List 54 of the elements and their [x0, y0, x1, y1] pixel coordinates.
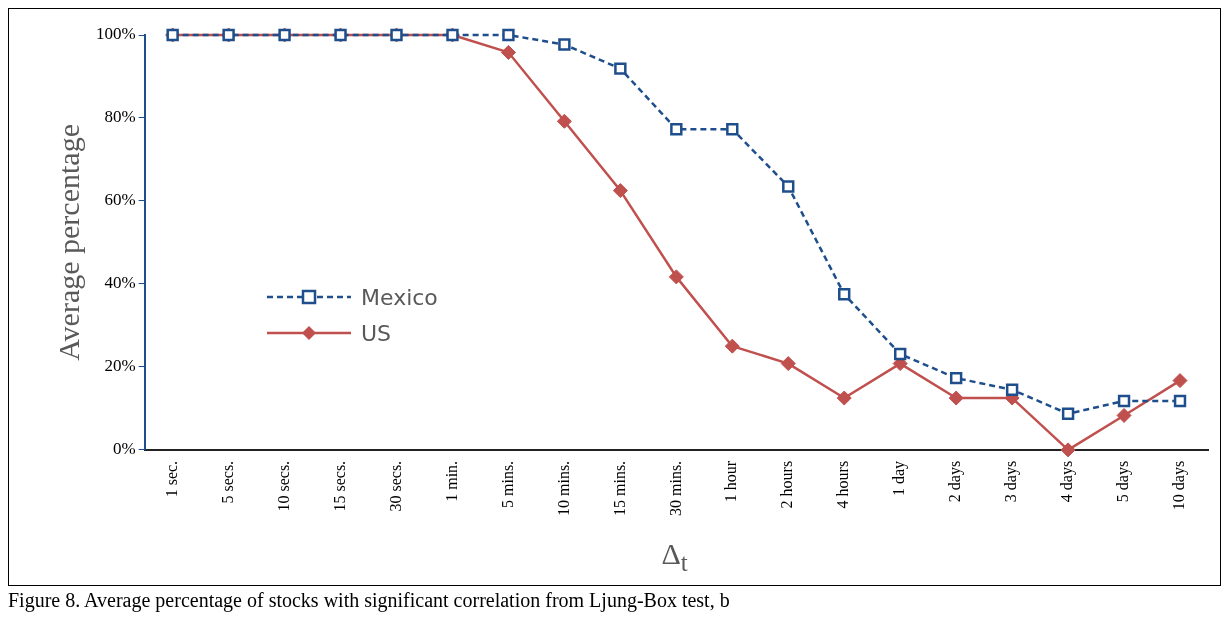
x-tick-label: 10 secs. — [274, 460, 292, 512]
y-tick-label: 20% — [104, 356, 136, 376]
point — [726, 122, 739, 136]
x-tick-label: 4 hours — [834, 460, 852, 509]
point — [780, 356, 796, 372]
point — [948, 390, 964, 406]
x-tick-label: 5 days — [1114, 460, 1133, 503]
y-tick-label: 100% — [95, 24, 136, 44]
caption: Figure 8. Average percentage of stocks with significant correlation from Ljung-Box test, b — [8, 588, 731, 612]
point — [1173, 394, 1187, 408]
x-tick-label: 2 hours — [778, 460, 796, 509]
x-tick-label: 15 secs. — [330, 460, 348, 512]
point — [1061, 407, 1075, 420]
y-tick-label: 80% — [104, 107, 136, 127]
y-tick-label: 0% — [112, 439, 136, 459]
point — [502, 28, 515, 42]
legend-label: US — [361, 320, 392, 346]
x-tick-label: 1 day — [890, 460, 909, 496]
point — [500, 44, 516, 60]
x-tick-label: 30 mins. — [666, 460, 684, 517]
x-tick-label: 30 secs. — [386, 460, 404, 512]
point — [1116, 407, 1132, 423]
y-tick-label: 40% — [104, 273, 136, 293]
point — [836, 390, 852, 406]
point — [1117, 394, 1131, 408]
x-tick-label: 10 days — [1170, 460, 1189, 511]
point — [670, 122, 683, 136]
x-tick-label: 1 min. — [442, 460, 460, 502]
x-tick-label: 5 mins. — [498, 460, 516, 509]
point — [838, 288, 851, 301]
x-tick-label: 4 days — [1058, 460, 1077, 503]
x-tick-label: 15 mins. — [610, 460, 628, 517]
point — [893, 347, 907, 361]
y-tick-label: 60% — [104, 190, 136, 210]
point — [782, 180, 795, 193]
point — [612, 183, 628, 199]
point — [668, 269, 684, 285]
x-tick-label: 1 hour — [722, 460, 740, 503]
x-tick-label: 1 sec. — [162, 460, 180, 498]
point — [556, 113, 572, 129]
legend-label: Mexico — [361, 284, 438, 310]
y-axis-title: Average percentage — [51, 124, 85, 361]
point — [614, 62, 627, 75]
x-tick-label: 3 days — [1002, 460, 1021, 503]
x-tick-label: 5 secs. — [218, 460, 236, 504]
point — [1172, 373, 1188, 389]
x-tick-label: 10 mins. — [554, 460, 572, 517]
x-tick-label: 2 days — [946, 460, 965, 503]
point — [1005, 383, 1019, 396]
point — [949, 371, 963, 385]
point — [1060, 442, 1076, 458]
x-axis-title: Δ$_{t}$ — [660, 537, 689, 577]
point — [558, 38, 571, 51]
point — [724, 338, 740, 354]
